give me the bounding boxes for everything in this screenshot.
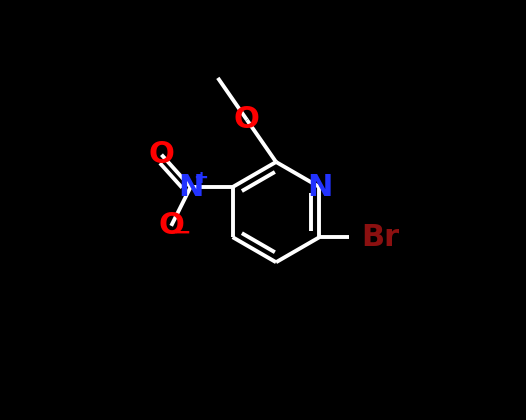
Text: O: O (148, 140, 175, 169)
Text: +: + (194, 169, 208, 187)
Text: Br: Br (361, 223, 400, 252)
Text: N: N (307, 173, 332, 202)
Text: O: O (234, 105, 260, 134)
Text: −: − (174, 222, 191, 242)
Text: N: N (178, 173, 203, 202)
Text: O: O (158, 211, 184, 240)
